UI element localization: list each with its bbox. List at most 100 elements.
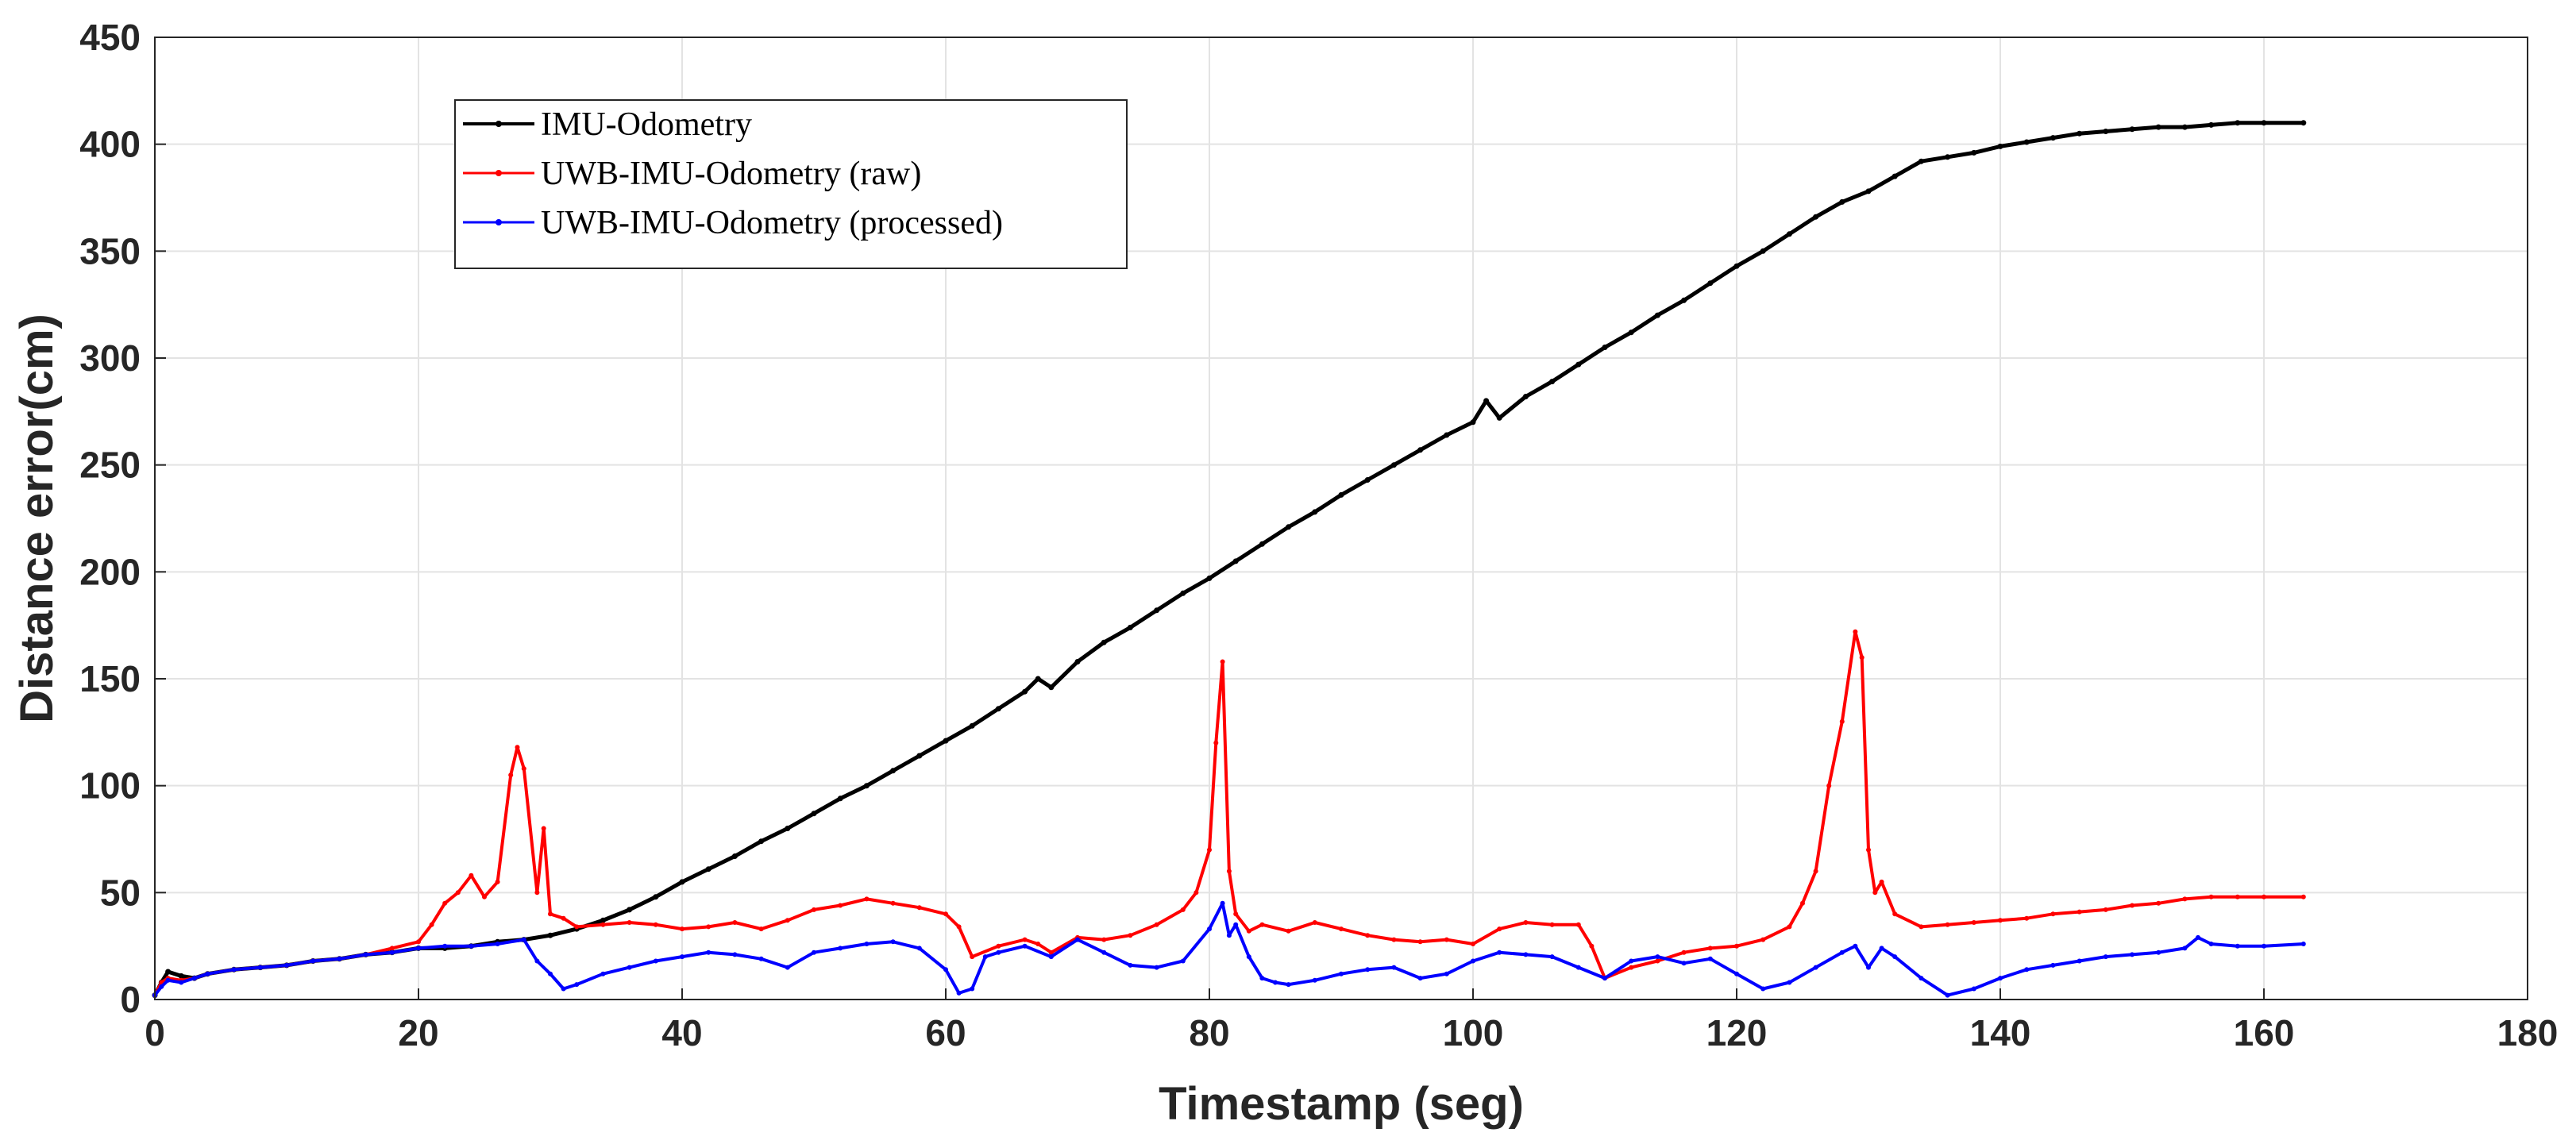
data-point [1879, 879, 1884, 884]
y-tick-label: 50 [100, 872, 141, 913]
data-point [1681, 297, 1687, 303]
data-point [2103, 954, 2108, 960]
data-point [1786, 231, 1792, 237]
data-point [363, 952, 368, 957]
data-point [508, 772, 514, 778]
data-point [2208, 942, 2214, 946]
data-point [732, 952, 738, 957]
data-point [159, 984, 164, 989]
data-point [758, 956, 764, 961]
data-point [600, 971, 606, 976]
data-point [2300, 942, 2306, 946]
data-point [982, 954, 988, 960]
data-point [231, 967, 237, 973]
data-point [627, 965, 632, 970]
data-point [758, 926, 764, 932]
data-point [1872, 890, 1878, 896]
y-tick-label: 0 [120, 979, 141, 1020]
data-point [561, 986, 566, 992]
data-point [969, 722, 975, 729]
data-point [574, 924, 580, 930]
data-point [1655, 958, 1660, 964]
data-point [2129, 126, 2135, 133]
data-point [455, 890, 461, 896]
x-tick-label: 180 [2497, 1012, 2559, 1053]
data-point [1681, 961, 1687, 966]
data-point [1101, 949, 1107, 955]
data-point [1602, 976, 1607, 981]
data-point [1259, 922, 1265, 927]
data-point [2103, 129, 2109, 134]
data-point [706, 949, 711, 955]
data-point [1194, 890, 1199, 896]
data-point [1232, 558, 1239, 564]
data-point [1220, 659, 1225, 664]
data-point [548, 911, 553, 917]
data-point [2077, 909, 2082, 915]
data-point [916, 946, 922, 951]
data-point [2024, 967, 2030, 973]
data-point [1390, 462, 1397, 468]
data-point [653, 922, 658, 927]
data-point [165, 977, 171, 983]
data-point [1286, 524, 1292, 530]
data-point [1127, 624, 1133, 630]
data-point [1707, 956, 1713, 961]
data-point [732, 920, 738, 925]
data-point [2182, 896, 2188, 902]
data-point [1549, 379, 1556, 385]
data-point [541, 826, 546, 831]
data-point [1787, 924, 1792, 930]
data-point [2262, 894, 2266, 899]
data-point [1628, 329, 1634, 336]
data-point [2156, 949, 2161, 955]
y-axis-title: Distance error(cm) [11, 314, 63, 723]
data-point [1471, 958, 1475, 964]
data-point [1022, 937, 1028, 942]
data-point [1866, 965, 1871, 970]
x-tick-label: 60 [925, 1012, 966, 1053]
data-point [2196, 934, 2200, 940]
data-point [1022, 943, 1028, 949]
data-point [547, 932, 553, 938]
data-point [1417, 447, 1424, 453]
data-point [515, 745, 520, 750]
data-point [1233, 922, 1239, 927]
data-point [2130, 903, 2134, 908]
legend-box [454, 99, 1128, 269]
data-point [995, 706, 1001, 712]
data-point [1892, 954, 1898, 960]
data-point [1760, 248, 1766, 254]
data-point [627, 907, 633, 913]
legend-label: IMU-Odometry [541, 106, 752, 143]
data-point [1853, 943, 1858, 949]
data-point [1417, 976, 1423, 981]
data-point [1048, 684, 1055, 691]
data-point [706, 924, 711, 930]
data-point [205, 971, 210, 976]
data-point [1339, 971, 1344, 976]
data-point [1733, 263, 1740, 269]
data-point [534, 890, 540, 896]
data-point [600, 917, 606, 923]
data-point [837, 795, 843, 802]
data-point [2261, 120, 2267, 126]
data-point [2050, 911, 2056, 917]
y-tick-label: 300 [79, 337, 141, 379]
data-point [1339, 926, 1344, 932]
data-point [1602, 345, 1608, 350]
data-point [1575, 965, 1581, 970]
x-tick-label: 140 [1970, 1012, 2031, 1053]
data-point [1048, 954, 1054, 960]
data-point [521, 937, 526, 942]
data-point [811, 811, 817, 817]
data-point [1213, 740, 1219, 745]
data-point [731, 853, 738, 859]
data-point [1813, 869, 1818, 874]
data-point [1998, 918, 2003, 923]
data-point [1035, 942, 1041, 946]
data-point [2300, 120, 2307, 126]
data-point [1839, 949, 1845, 955]
x-tick-label: 100 [1443, 1012, 1504, 1053]
